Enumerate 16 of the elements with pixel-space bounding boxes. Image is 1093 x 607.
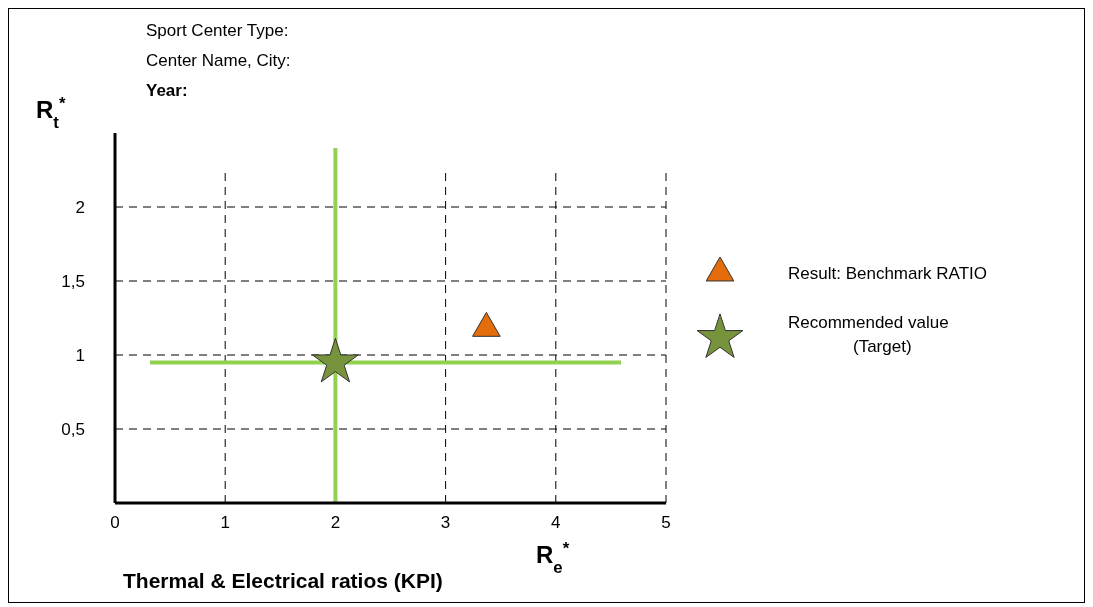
text: Result: Benchmark RATIO bbox=[788, 263, 988, 283]
y-tick-label: 1,5 bbox=[61, 271, 85, 291]
x-tick-label: 3 bbox=[440, 513, 451, 532]
x-tick-label: 2 bbox=[330, 513, 341, 532]
x-tick-label: 0 bbox=[110, 513, 120, 532]
text: Thermal & Electrical ratios (KPI) bbox=[123, 569, 443, 592]
text: Center Name, City: bbox=[146, 51, 291, 70]
text: Sport Center Type: bbox=[146, 21, 289, 40]
y-tick-label: 2 bbox=[75, 197, 85, 217]
y-tick-label: 0,5 bbox=[61, 419, 85, 439]
y-tick-label: 1 bbox=[75, 345, 85, 365]
x-tick-label: 5 bbox=[661, 513, 671, 532]
text: Recommended value (Target) bbox=[788, 313, 949, 356]
text: Year: bbox=[146, 81, 188, 100]
x-tick-label: 1 bbox=[220, 513, 230, 532]
x-tick-label: 4 bbox=[551, 513, 561, 532]
